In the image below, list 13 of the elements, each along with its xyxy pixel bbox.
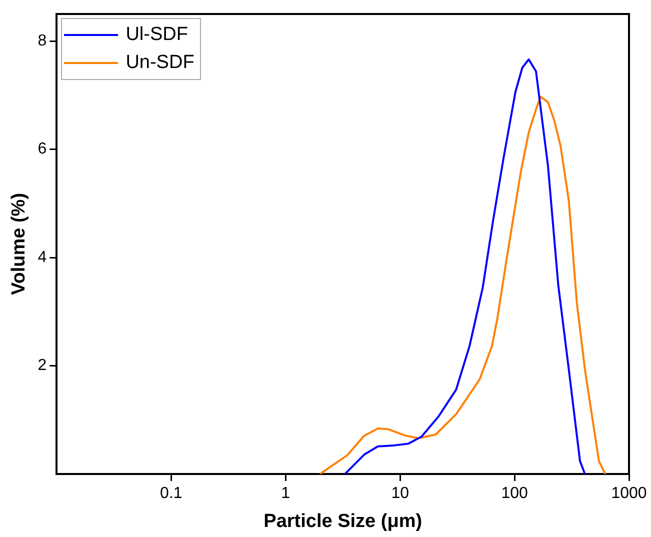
y-tick-label: 8 bbox=[38, 32, 47, 50]
y-tick-label: 4 bbox=[38, 248, 47, 266]
y-tick-label: 2 bbox=[38, 357, 47, 374]
y-axis-title: Volume (%) bbox=[8, 192, 30, 296]
y-tick-label: 6 bbox=[38, 140, 47, 158]
x-tick-label: 1 bbox=[281, 485, 290, 502]
x-tick-label: 1000 bbox=[611, 485, 647, 502]
x-tick-label: 10 bbox=[391, 485, 410, 502]
x-axis-title: Particle Size (μm) bbox=[264, 510, 422, 532]
legend-label: Ul-SDF bbox=[126, 23, 188, 47]
legend-label: Un-SDF bbox=[126, 51, 194, 75]
x-tick-label: 0.1 bbox=[160, 485, 182, 502]
x-tick-label: 100 bbox=[501, 485, 528, 502]
